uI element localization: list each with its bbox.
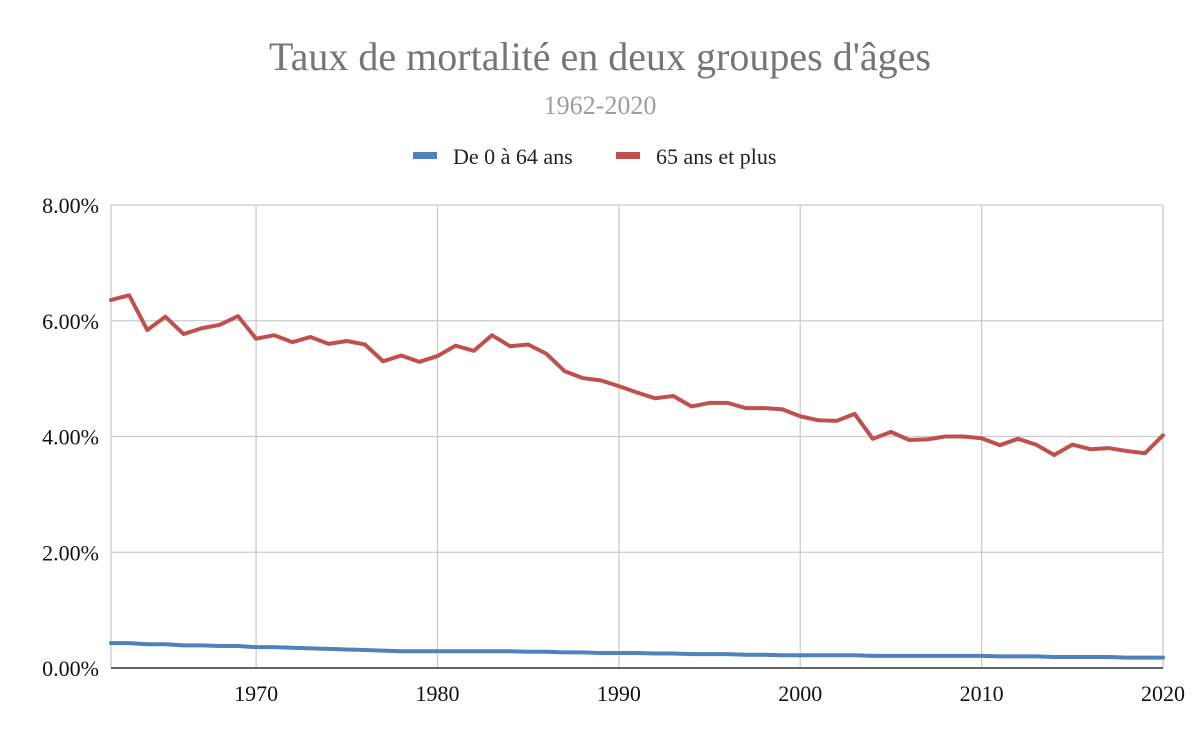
legend-swatch-0-64 <box>413 152 437 159</box>
x-tick-label: 1980 <box>415 681 459 706</box>
y-tick-label: 2.00% <box>42 540 99 565</box>
legend-label-0-64: De 0 à 64 ans <box>453 144 573 169</box>
series-group <box>109 293 1165 660</box>
x-tick-label: 2000 <box>778 681 822 706</box>
x-tick-label: 2020 <box>1141 681 1185 706</box>
grid <box>110 204 1164 668</box>
y-tick-label: 6.00% <box>42 309 99 334</box>
x-tick-label: 2010 <box>960 681 1004 706</box>
legend-swatch-65-plus <box>616 152 640 159</box>
y-tick-label: 0.00% <box>42 656 99 681</box>
series-line-0-64 <box>109 641 1165 660</box>
legend: De 0 à 64 ans 65 ans et plus <box>413 144 776 169</box>
x-tick-label: 1970 <box>234 681 278 706</box>
tick-labels: 0.00% 2.00% 4.00% 6.00% 8.00% 1970 1980 1990 200… <box>42 193 1185 706</box>
x-tick-label: 1990 <box>597 681 641 706</box>
legend-label-65-plus: 65 ans et plus <box>656 144 776 169</box>
y-tick-label: 4.00% <box>42 425 99 450</box>
chart-subtitle: 1962-2020 <box>544 91 657 120</box>
y-tick-label: 8.00% <box>42 193 99 218</box>
chart-title: Taux de mortalité en deux groupes d'âges <box>269 34 931 79</box>
series-line-65-plus <box>109 293 1165 458</box>
